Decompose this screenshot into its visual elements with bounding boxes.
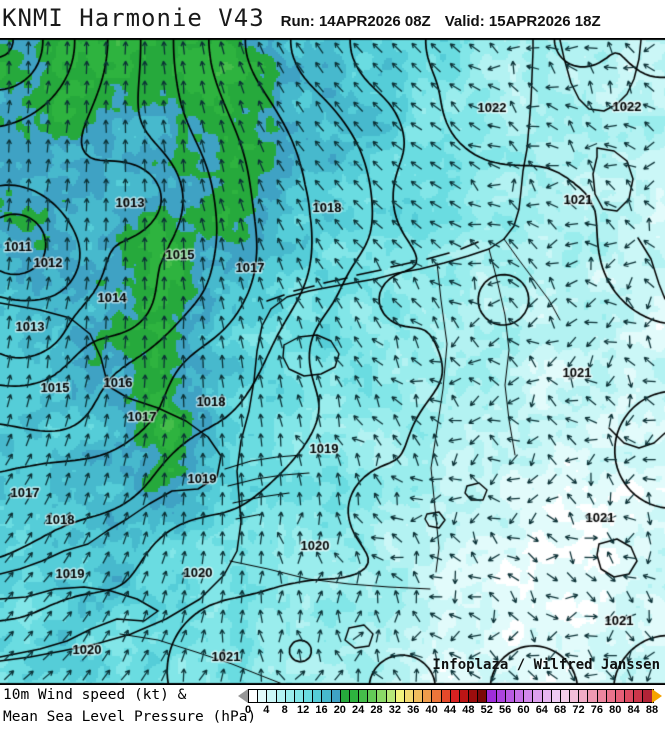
colorbar-cell bbox=[349, 690, 360, 702]
weather-map-canvas bbox=[0, 38, 665, 685]
colorbar-cell bbox=[560, 690, 571, 702]
run-time-label: Run: 14APR2026 08Z bbox=[280, 13, 431, 30]
colorbar-tick-label: 12 bbox=[296, 704, 310, 716]
colorbar-tick-label: 44 bbox=[443, 704, 457, 716]
colorbar-cell bbox=[524, 690, 534, 702]
colorbar-tick-label: 28 bbox=[370, 704, 383, 716]
colorbar-tick-label: 76 bbox=[590, 704, 604, 716]
colorbar-cell bbox=[386, 690, 396, 702]
colorbar-tick-label: 72 bbox=[572, 704, 585, 716]
colorbar-cell bbox=[322, 690, 332, 702]
colorbar-cell bbox=[533, 690, 543, 702]
colorbar-tick-label: 56 bbox=[498, 704, 512, 716]
colorbar-cell bbox=[542, 690, 552, 702]
colorbar-cell bbox=[395, 690, 405, 702]
colorbar-cell bbox=[588, 690, 598, 702]
colorbar-cell bbox=[643, 690, 653, 702]
colorbar-cell bbox=[514, 690, 525, 702]
colorbar-tick-label: 0 bbox=[244, 704, 252, 716]
colorbar-cell bbox=[423, 690, 433, 702]
colorbar-tick-label: 60 bbox=[517, 704, 530, 716]
colorbar-cell bbox=[496, 690, 506, 702]
colorbar-tick-label: 4 bbox=[263, 704, 270, 716]
colorbar-tick-label: 36 bbox=[407, 704, 420, 716]
colorbar-cell bbox=[450, 690, 460, 702]
colorbar-cell bbox=[625, 690, 635, 702]
colorbar-tick-label: 68 bbox=[554, 704, 567, 716]
colorbar-cell bbox=[469, 690, 479, 702]
colorbar-tick-label: 16 bbox=[315, 704, 328, 716]
colorbar-tick-label: 80 bbox=[609, 704, 622, 716]
page-title: KNMI Harmonie V43 bbox=[2, 4, 265, 32]
colorbar-cell bbox=[368, 690, 378, 702]
colorbar-cell bbox=[304, 690, 314, 702]
colorbar-cell bbox=[487, 690, 497, 702]
colorbar-cell bbox=[331, 690, 341, 702]
header: KNMI Harmonie V43 Run: 14APR2026 08Z Val… bbox=[0, 0, 665, 38]
colorbar-cell bbox=[340, 690, 350, 702]
colorbar-tick-label: 52 bbox=[480, 704, 493, 716]
colorbar-cell bbox=[615, 690, 626, 702]
colorbar-cell bbox=[551, 690, 561, 702]
colorbar-cell bbox=[404, 690, 415, 702]
valid-time-label: Valid: 15APR2026 18Z bbox=[444, 13, 601, 30]
colorbar-tick-label: 64 bbox=[535, 704, 548, 716]
colorbar-cell bbox=[377, 690, 387, 702]
colorbar-tick-label: 40 bbox=[425, 704, 438, 716]
colorbar-cell bbox=[258, 690, 268, 702]
colorbar-cell bbox=[313, 690, 323, 702]
legend: 10m Wind speed (kt) & Mean Sea Level Pre… bbox=[0, 685, 665, 735]
attribution-text: Infoplaza / Wilfred Janssen bbox=[432, 657, 660, 673]
wind-speed-colorbar: 0 4 8 12 16 20 24 28 32 36 40 44 48 52 56 60 64 68 72 76 80 8… bbox=[238, 689, 665, 717]
colorbar-cell bbox=[459, 690, 470, 702]
colorbar-tick-label: 88 bbox=[645, 704, 659, 716]
colorbar-cells bbox=[248, 689, 654, 703]
colorbar-tick-label: 20 bbox=[333, 704, 346, 716]
colorbar-tick-label: 24 bbox=[352, 704, 365, 716]
colorbar-cell bbox=[579, 690, 589, 702]
colorbar-cell bbox=[414, 690, 424, 702]
colorbar-cell bbox=[441, 690, 451, 702]
colorbar-tick-label: 48 bbox=[462, 704, 475, 716]
colorbar-cell bbox=[570, 690, 580, 702]
colorbar-right-arrow-icon bbox=[652, 689, 662, 703]
colorbar-cell bbox=[267, 690, 277, 702]
colorbar-cell bbox=[606, 690, 616, 702]
colorbar-tick-label: 8 bbox=[281, 704, 288, 716]
colorbar-cell bbox=[285, 690, 295, 702]
colorbar-tick-label: 32 bbox=[388, 704, 402, 716]
colorbar-cell bbox=[634, 690, 644, 702]
colorbar-cell bbox=[276, 690, 286, 702]
colorbar-cell bbox=[505, 690, 515, 702]
colorbar-tick-label: 84 bbox=[627, 704, 640, 716]
colorbar-cell bbox=[478, 690, 488, 702]
legend-line-wind: 10m Wind speed (kt) & bbox=[3, 687, 187, 703]
colorbar-cell bbox=[597, 690, 607, 702]
colorbar-left-arrow-icon bbox=[238, 689, 248, 703]
legend-line-pressure: Mean Sea Level Pressure (hPa) bbox=[3, 709, 257, 725]
colorbar-cell bbox=[359, 690, 369, 702]
colorbar-cell bbox=[432, 690, 442, 702]
colorbar-cell bbox=[294, 690, 305, 702]
colorbar-cell bbox=[249, 690, 259, 702]
weather-map: Infoplaza / Wilfred Janssen bbox=[0, 38, 665, 685]
